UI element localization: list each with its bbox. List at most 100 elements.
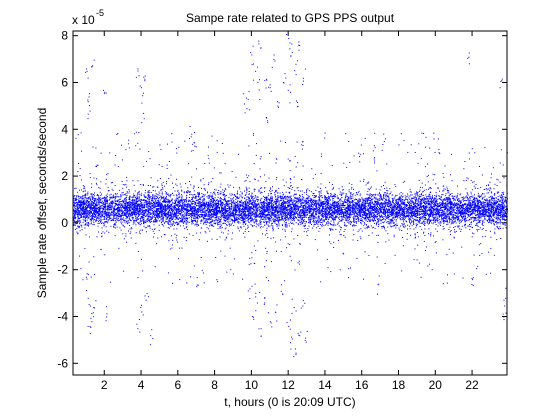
data-point [286, 225, 288, 227]
data-point [369, 211, 371, 213]
data-point [503, 210, 505, 212]
data-point [175, 203, 177, 205]
data-point [113, 205, 115, 207]
data-point [424, 223, 426, 225]
data-point [117, 201, 118, 202]
data-point [504, 210, 506, 212]
data-point [223, 208, 225, 210]
data-point [151, 217, 153, 219]
data-point [199, 202, 201, 204]
data-point [413, 202, 415, 204]
data-point [324, 201, 326, 202]
data-point [480, 206, 482, 208]
data-point [218, 222, 220, 223]
data-point [385, 192, 387, 194]
data-point [341, 217, 343, 219]
data-point [87, 201, 89, 203]
data-point [162, 210, 164, 212]
data-point [428, 193, 430, 195]
data-point [149, 211, 151, 213]
data-point [379, 204, 381, 206]
data-point [412, 213, 414, 215]
data-point [369, 187, 371, 189]
data-point [305, 209, 307, 210]
data-point [500, 194, 502, 196]
data-point [449, 213, 451, 215]
data-point [456, 204, 458, 206]
data-point [186, 212, 188, 214]
data-point [412, 213, 414, 214]
data-point [105, 208, 107, 210]
data-point [315, 203, 317, 205]
data-point [155, 212, 157, 214]
data-point [82, 198, 83, 200]
data-point [73, 224, 75, 226]
data-point [234, 214, 236, 216]
data-point [204, 198, 206, 200]
data-point [190, 216, 192, 218]
data-point [103, 213, 105, 215]
data-point [475, 224, 477, 226]
data-point [76, 206, 78, 208]
data-point [479, 215, 481, 217]
data-point [465, 200, 467, 202]
data-point [438, 210, 440, 212]
data-point [160, 199, 162, 201]
data-point [150, 216, 152, 218]
data-point [501, 204, 503, 206]
data-points [73, 34, 508, 358]
data-point [461, 206, 463, 208]
data-point [442, 190, 444, 192]
data-point [291, 202, 293, 203]
data-point [433, 210, 435, 212]
data-point [501, 205, 503, 207]
data-point [451, 195, 453, 197]
data-point [255, 214, 257, 216]
data-point [458, 204, 460, 206]
data-point [407, 211, 409, 213]
data-point [432, 201, 434, 203]
data-point [246, 209, 248, 211]
data-point [80, 206, 82, 208]
data-point [486, 198, 488, 200]
data-point [164, 202, 166, 203]
data-point [215, 206, 217, 208]
data-point [210, 199, 212, 201]
data-point [489, 203, 491, 205]
data-point [88, 206, 90, 208]
data-point [341, 217, 343, 219]
data-point [220, 207, 222, 209]
data-point [458, 226, 460, 228]
data-point [89, 212, 91, 214]
data-point [483, 201, 485, 203]
data-point [140, 202, 142, 204]
data-point [446, 204, 448, 206]
data-point [389, 221, 391, 223]
data-point [337, 203, 339, 205]
data-point [141, 198, 142, 200]
data-point [230, 209, 232, 211]
data-point [172, 201, 174, 203]
data-point [430, 211, 432, 213]
data-point [405, 217, 407, 219]
data-point [232, 201, 234, 203]
data-point [275, 191, 277, 193]
data-point [383, 208, 385, 210]
data-point [386, 202, 388, 204]
data-point [187, 210, 189, 212]
data-point [168, 222, 170, 224]
data-point [154, 214, 156, 216]
data-point [333, 202, 335, 204]
data-point [422, 218, 424, 220]
data-point [464, 209, 466, 211]
data-point [111, 203, 113, 205]
data-point [445, 202, 447, 204]
data-point [458, 209, 460, 211]
data-point [385, 211, 387, 213]
data-point [339, 208, 341, 210]
data-point [216, 203, 218, 204]
data-point [409, 215, 411, 217]
data-point [273, 210, 275, 211]
data-point [147, 199, 149, 201]
data-point [388, 214, 389, 216]
